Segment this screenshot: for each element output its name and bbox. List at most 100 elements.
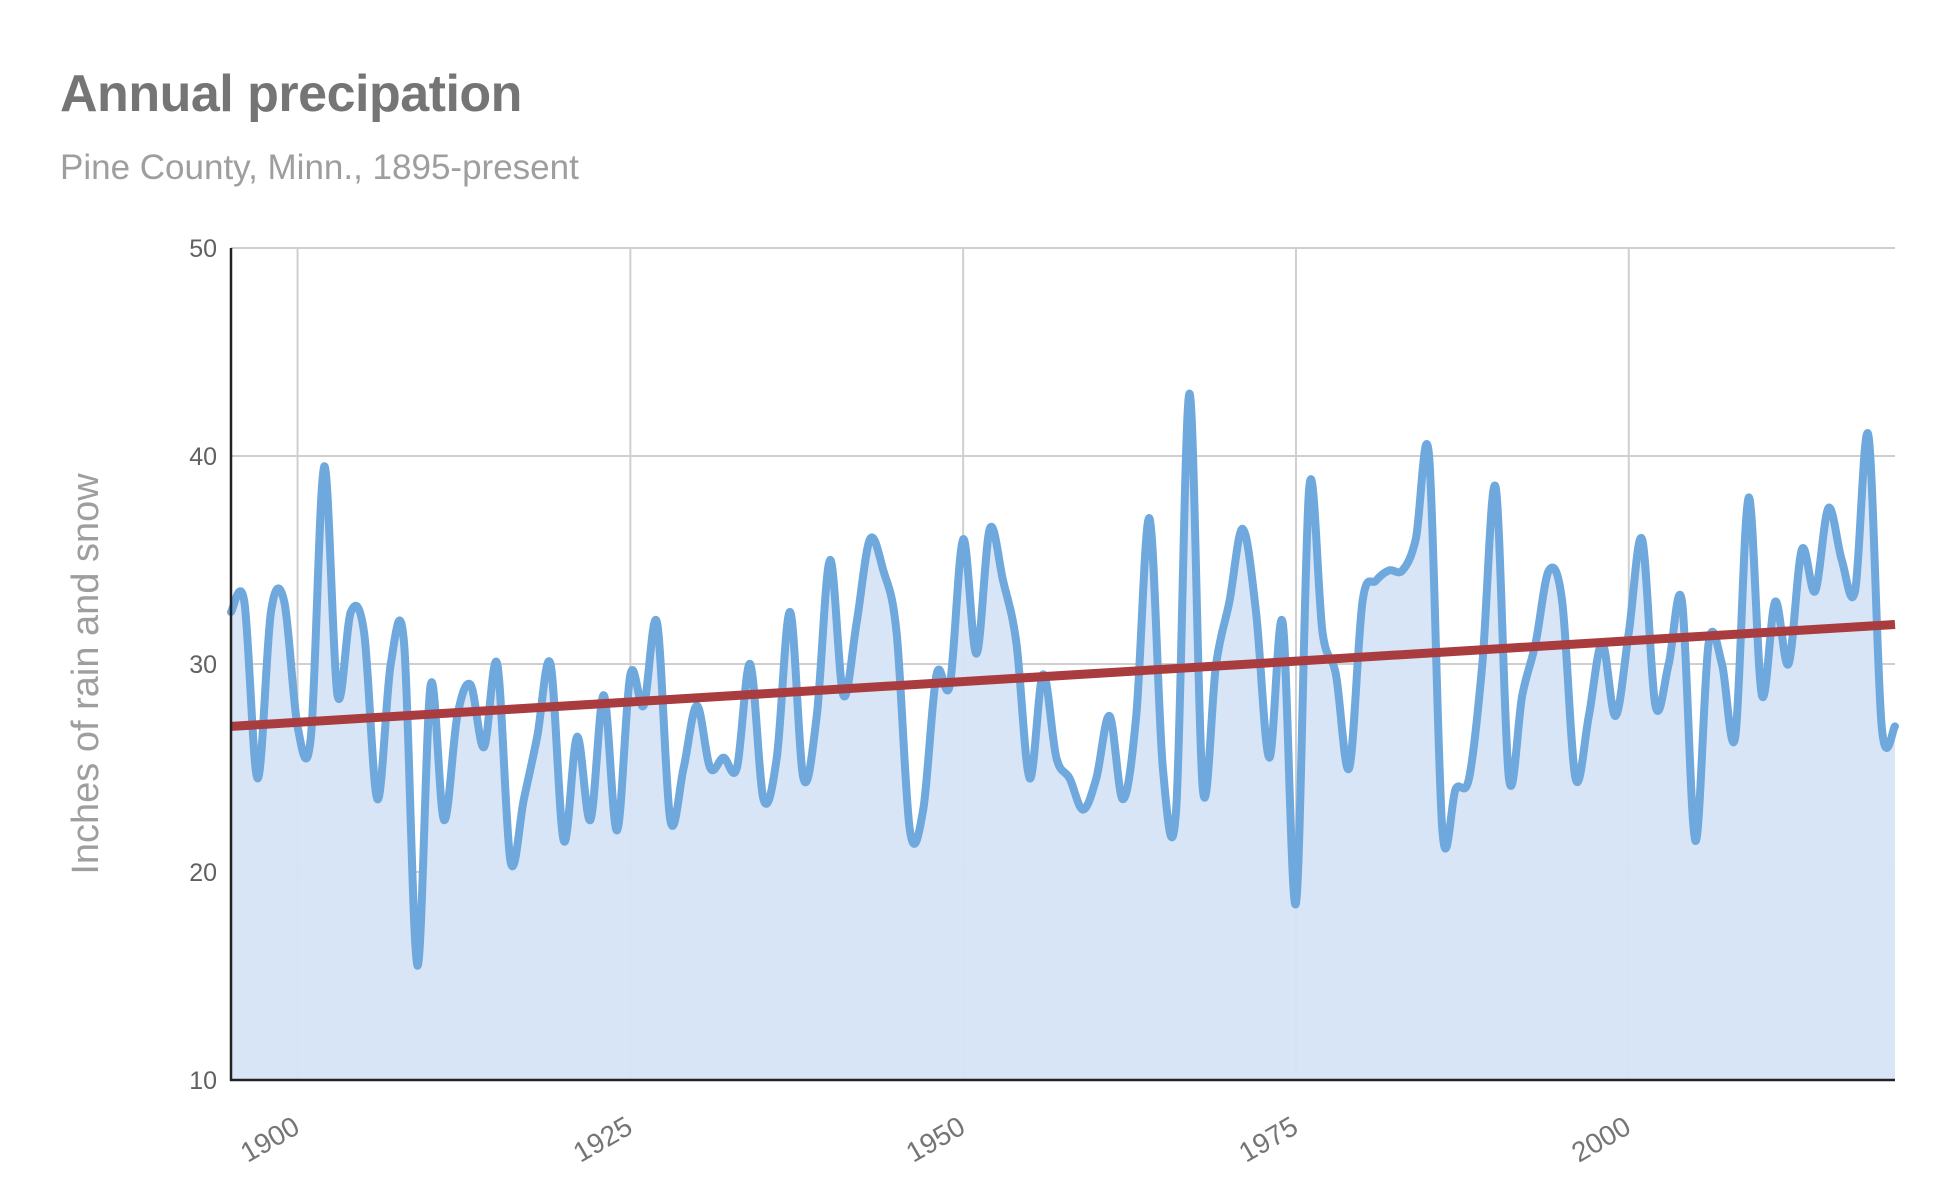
- data-point: [1346, 765, 1352, 771]
- data-point: [468, 682, 474, 688]
- data-point: [428, 682, 434, 688]
- data-point: [1186, 391, 1192, 397]
- data-point: [1652, 703, 1658, 709]
- data-point: [1333, 671, 1339, 677]
- data-point: [1706, 640, 1712, 646]
- data-point: [1253, 609, 1259, 615]
- y-tick-label: 40: [189, 443, 217, 471]
- data-point: [894, 630, 900, 636]
- data-point: [561, 838, 567, 844]
- data-point: [1573, 775, 1579, 781]
- data-point: [1280, 619, 1286, 625]
- data-point: [1373, 578, 1379, 584]
- y-tick-label: 30: [189, 651, 217, 679]
- data-point: [268, 609, 274, 615]
- data-point: [1692, 838, 1698, 844]
- data-point: [1013, 640, 1019, 646]
- data-point: [574, 734, 580, 740]
- data-point: [814, 713, 820, 719]
- data-point: [1479, 661, 1485, 667]
- data-point: [1133, 713, 1139, 719]
- x-tick-label: 1900: [235, 1110, 304, 1168]
- data-point: [281, 599, 287, 605]
- data-point: [800, 775, 806, 781]
- data-point: [374, 796, 380, 802]
- data-point: [521, 796, 527, 802]
- data-point: [787, 609, 793, 615]
- data-point: [827, 557, 833, 563]
- data-point: [1759, 692, 1765, 698]
- data-point: [1067, 775, 1073, 781]
- data-point: [694, 703, 700, 709]
- data-point: [1812, 588, 1818, 594]
- data-point: [1226, 599, 1232, 605]
- x-tick-label: 1925: [568, 1110, 637, 1168]
- data-point: [1453, 786, 1459, 792]
- data-point: [1360, 599, 1366, 605]
- data-point: [1147, 515, 1153, 521]
- data-point: [1892, 723, 1898, 729]
- area-fill: [231, 393, 1895, 1080]
- data-point: [1439, 827, 1445, 833]
- data-point: [308, 734, 314, 740]
- data-point: [481, 744, 487, 750]
- trend-line: [230, 619, 1896, 731]
- data-point: [627, 671, 633, 677]
- data-point: [867, 536, 873, 542]
- x-tick-label: 1975: [1234, 1110, 1303, 1168]
- chart-title: Annual precipation: [60, 65, 522, 123]
- data-point: [1799, 547, 1805, 553]
- y-axis-title: Inches of rain and snow: [65, 473, 107, 875]
- data-point: [1506, 775, 1512, 781]
- data-point: [973, 651, 979, 657]
- data-point: [388, 661, 394, 667]
- data-point: [614, 827, 620, 833]
- data-point: [1612, 713, 1618, 719]
- data-point: [534, 734, 540, 740]
- data-point: [654, 619, 660, 625]
- data-point: [920, 807, 926, 813]
- data-point: [1107, 713, 1113, 719]
- data-point: [1386, 567, 1392, 573]
- data-point: [1093, 775, 1099, 781]
- data-point: [1639, 536, 1645, 542]
- data-point: [1559, 599, 1565, 605]
- data-point: [960, 536, 966, 542]
- data-point: [1160, 765, 1166, 771]
- data-point: [1586, 713, 1592, 719]
- x-tick-label: 2000: [1566, 1110, 1635, 1168]
- data-point: [334, 692, 340, 698]
- data-point: [321, 463, 327, 469]
- data-point: [1825, 505, 1831, 511]
- data-point: [1000, 578, 1006, 584]
- y-tick-label: 50: [189, 235, 217, 263]
- data-point: [760, 796, 766, 802]
- axes: [229, 248, 1895, 1082]
- data-point: [1679, 599, 1685, 605]
- data-point: [1626, 630, 1632, 636]
- data-point: [1546, 567, 1552, 573]
- data-point: [1120, 796, 1126, 802]
- data-point: [1746, 495, 1752, 501]
- data-point: [255, 775, 261, 781]
- data-point: [1053, 755, 1059, 761]
- data-point: [1200, 786, 1206, 792]
- precipitation-line: [227, 389, 1899, 970]
- data-point: [774, 755, 780, 761]
- data-point: [348, 609, 354, 615]
- data-point: [494, 661, 500, 667]
- data-point: [587, 817, 593, 823]
- data-point: [1852, 588, 1858, 594]
- data-point: [1027, 775, 1033, 781]
- data-point: [1865, 432, 1871, 438]
- data-point: [1772, 599, 1778, 605]
- data-point: [934, 671, 940, 677]
- data-point: [1266, 755, 1272, 761]
- data-point: [508, 859, 514, 865]
- series-lines: [227, 389, 1899, 970]
- data-point: [1839, 557, 1845, 563]
- data-point: [1173, 807, 1179, 813]
- data-point: [441, 817, 447, 823]
- data-point: [1879, 723, 1885, 729]
